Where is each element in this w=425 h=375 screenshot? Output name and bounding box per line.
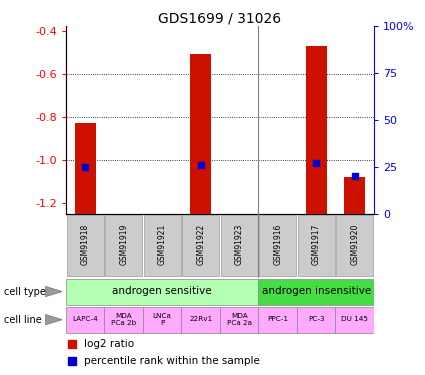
Text: GSM91923: GSM91923 xyxy=(235,224,244,265)
Bar xyxy=(336,215,373,276)
Bar xyxy=(181,307,220,333)
Text: GSM91922: GSM91922 xyxy=(196,224,205,265)
Bar xyxy=(306,46,327,214)
Text: LNCa
P: LNCa P xyxy=(153,313,172,326)
Bar xyxy=(297,307,335,333)
Bar xyxy=(258,279,374,304)
Text: cell type: cell type xyxy=(4,286,46,297)
Text: 22Rv1: 22Rv1 xyxy=(189,316,212,322)
Bar xyxy=(190,54,211,214)
Text: androgen insensitive: androgen insensitive xyxy=(262,286,371,296)
Text: GSM91917: GSM91917 xyxy=(312,224,321,265)
Bar xyxy=(259,215,296,276)
Text: PC-3: PC-3 xyxy=(308,316,325,322)
Text: log2 ratio: log2 ratio xyxy=(84,339,134,349)
Title: GDS1699 / 31026: GDS1699 / 31026 xyxy=(159,11,281,25)
Bar xyxy=(66,307,105,333)
Text: MDA
PCa 2a: MDA PCa 2a xyxy=(227,313,252,326)
Bar xyxy=(67,215,104,276)
Text: DU 145: DU 145 xyxy=(341,316,368,322)
Polygon shape xyxy=(45,314,62,325)
Text: GSM91920: GSM91920 xyxy=(350,224,359,265)
Bar xyxy=(105,307,143,333)
Text: GSM91916: GSM91916 xyxy=(273,224,282,265)
Bar xyxy=(344,177,366,214)
Bar xyxy=(335,307,374,333)
Text: GSM91919: GSM91919 xyxy=(119,224,128,265)
Text: percentile rank within the sample: percentile rank within the sample xyxy=(84,356,260,366)
Text: GSM91921: GSM91921 xyxy=(158,224,167,265)
Bar xyxy=(143,307,181,333)
Bar xyxy=(298,215,335,276)
Bar xyxy=(105,215,142,276)
Polygon shape xyxy=(45,286,62,297)
Bar xyxy=(66,279,258,304)
Text: MDA
PCa 2b: MDA PCa 2b xyxy=(111,313,136,326)
Text: androgen sensitive: androgen sensitive xyxy=(112,286,212,296)
Text: GSM91918: GSM91918 xyxy=(81,224,90,265)
Bar xyxy=(221,215,258,276)
Bar xyxy=(182,215,219,276)
Bar xyxy=(220,307,258,333)
Bar xyxy=(74,123,96,214)
Text: PPC-1: PPC-1 xyxy=(267,316,288,322)
Bar xyxy=(258,307,297,333)
Bar xyxy=(144,215,181,276)
Text: cell line: cell line xyxy=(4,315,42,325)
Text: LAPC-4: LAPC-4 xyxy=(72,316,98,322)
